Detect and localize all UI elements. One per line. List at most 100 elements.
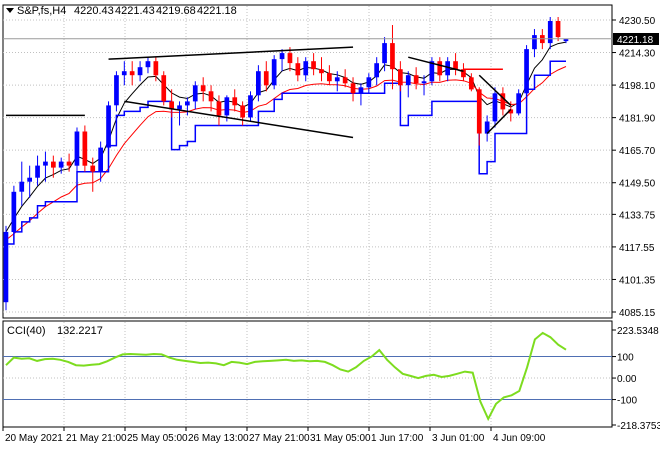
candle [256,65,261,102]
price-tick-label: 4117.55 [619,243,655,254]
candle [295,57,301,82]
candle-body [295,63,301,76]
candle-body [492,93,498,122]
candle-body [508,109,514,114]
candle [35,155,40,186]
candle-body [35,165,40,178]
candle-body [421,81,427,84]
collapse-arrow-icon[interactable] [6,8,14,13]
cci-name: CCI(40) [7,325,46,337]
price-tick-label: 4181.90 [619,114,656,125]
trendlines [3,38,612,139]
candle-body [413,75,419,84]
flag-top-line [408,56,464,72]
candle [445,57,450,82]
candle [405,71,411,98]
cci-tick-label: 223.5348 [617,326,659,337]
candle [327,65,332,86]
candle-body [327,73,332,82]
price-tick-label: 4133.75 [619,210,656,221]
candle [3,225,9,311]
lower-trendline [124,100,354,139]
candle [453,53,458,76]
candle [248,91,253,122]
candle-body [177,105,182,110]
candle-body [263,71,269,86]
time-tick-label: 3 Jun 01:00 [432,433,485,444]
cci-axis: 223.5348 100 0.00 -100 -218.3753 [612,326,660,432]
candle-body [19,181,25,192]
candle-body [342,77,348,84]
cci-tick-label: 100 [617,353,634,364]
price-tick-label: 4165.70 [619,146,656,157]
price-tick-label: 4198.10 [619,81,656,92]
time-tick-label: 27 May 21:00 [249,433,310,444]
main-panel-frame [2,4,613,319]
candle-body [27,177,32,182]
candle-body [390,43,395,70]
candle-body [398,69,403,86]
ohlc-open: 4220.43 [74,5,114,17]
time-tick-label: 26 May 13:00 [188,433,249,444]
candle-body [547,21,553,44]
candle-body [232,97,238,106]
candle-body [43,161,48,166]
candle [74,127,80,172]
candle [350,77,356,102]
price-tick-label: 4230.50 [619,16,656,27]
candle [129,61,135,86]
candle-body [405,75,411,86]
candle-body [366,77,372,88]
candle-body [374,63,379,78]
candle-body [129,71,135,76]
cci-tick-label: 0.00 [617,374,637,385]
candle-body [58,161,64,168]
candle [185,97,190,116]
candle-body [311,61,316,70]
time-tick-label: 21 May 21:00 [66,433,127,444]
candle [524,45,529,98]
candle-body [90,165,96,172]
ohlc-low: 4219.68 [156,5,196,17]
candle [90,157,96,192]
candle-body [516,93,521,114]
candle [358,83,364,106]
candle-body [216,101,222,116]
candle-body [98,147,103,172]
candle-body [500,93,506,110]
candle-body [461,69,466,78]
candle-body [532,35,537,50]
candle-body [145,61,151,68]
candle [303,57,309,82]
cci-value: 132.2217 [57,325,103,337]
candle [216,95,222,126]
candle [484,115,490,142]
candle-body [437,61,443,76]
candle [342,69,348,88]
candle-body [192,85,198,102]
candle [137,61,143,82]
candle-body [256,71,261,96]
candle [429,57,435,86]
cci-line [5,331,567,422]
candle-body [248,95,253,118]
candle [461,63,466,82]
candle-body [445,61,450,76]
time-tick-label: 4 Jun 09:00 [493,433,546,444]
candle [58,157,64,174]
candle [232,89,238,112]
candle-body [208,91,214,102]
candle [366,73,372,94]
candle [532,29,537,58]
candle-body [476,89,482,134]
candle [98,141,103,182]
candle [177,101,182,126]
candle-body [82,131,88,166]
candle [11,185,17,242]
candle [287,47,293,72]
grid-lines [3,6,612,426]
candle [547,16,553,50]
candle [192,81,198,110]
candle [208,85,214,112]
